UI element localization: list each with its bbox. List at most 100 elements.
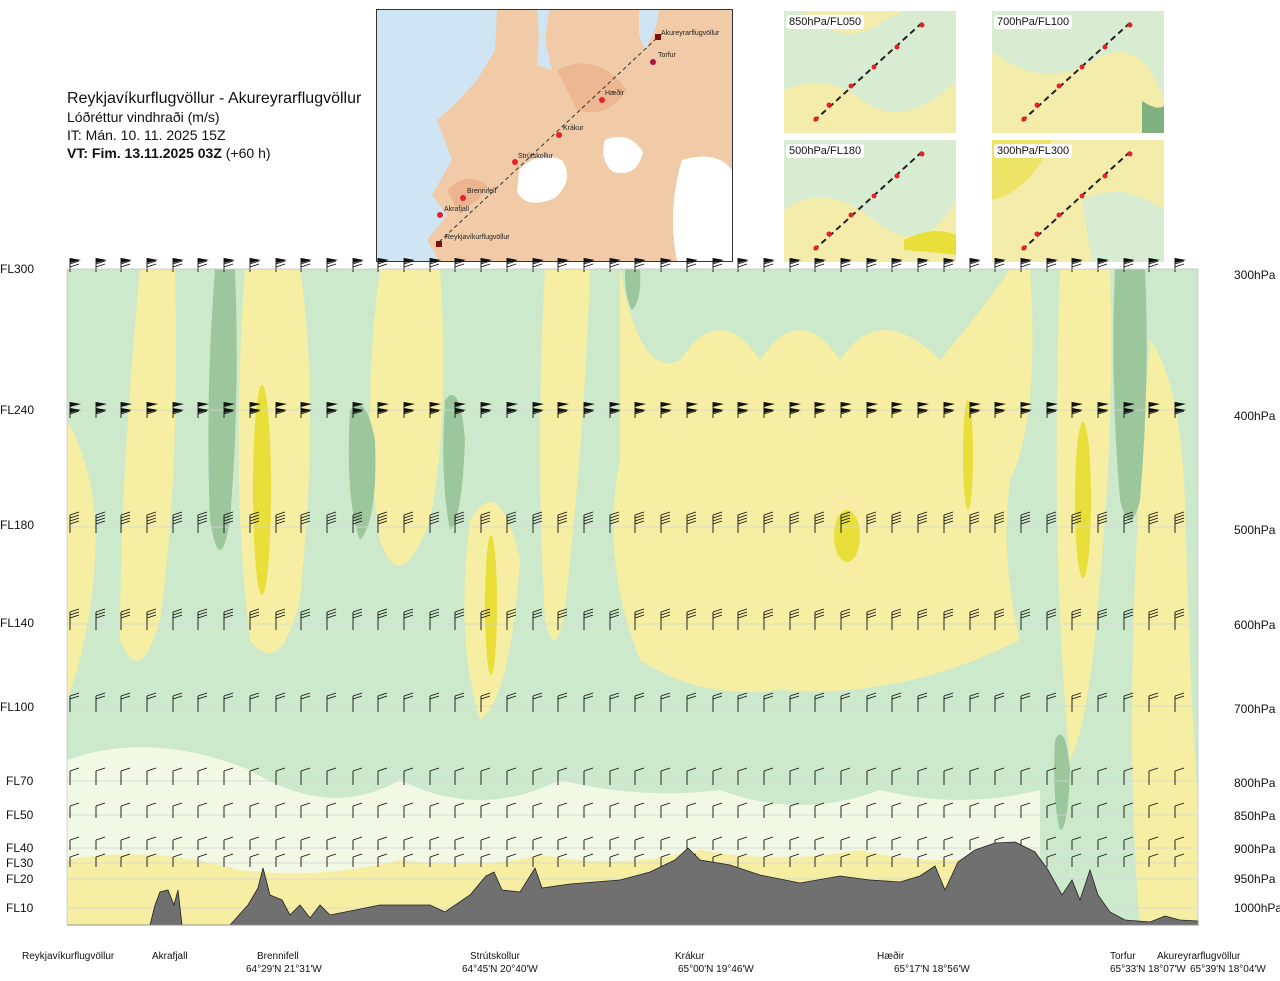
map-sea-west: [377, 10, 497, 261]
wind-barb: [583, 511, 594, 533]
wind-barb: [146, 402, 158, 418]
wind-barb: [737, 836, 748, 850]
fl-label-240: FL240: [0, 403, 35, 417]
wind-barb: [634, 853, 645, 867]
wind-barb: [763, 802, 774, 818]
wind-barb: [480, 258, 492, 272]
waypoint-coord-torfur: 65°33'N 18°07'W: [1110, 964, 1186, 975]
wind-barb: [69, 258, 81, 272]
waypoint-name-krakur: Krákur: [675, 951, 705, 962]
wind-barb: [69, 608, 80, 630]
wind-barb: [197, 767, 208, 785]
wind-barb: [1071, 767, 1082, 785]
wind-barb: [557, 853, 568, 867]
wind-barb: [609, 853, 620, 867]
wind-barb: [840, 853, 851, 867]
descent-column-6: [1054, 734, 1070, 830]
wind-barb: [197, 836, 208, 850]
map-labels: Akureyrarflugvöllur Torfur Hæðir Krákur …: [444, 30, 720, 241]
hpa-label-1000: 1000hPa: [1234, 901, 1280, 915]
wind-barb: [352, 402, 364, 418]
wind-barb: [943, 836, 954, 850]
wind-barb: [943, 767, 954, 785]
wind-barb: [917, 692, 928, 712]
wind-barb: [146, 836, 157, 850]
waypoint-name-strutskollur: Strútskollur: [470, 951, 521, 962]
map-label-akrafjall: Akrafjall: [444, 206, 469, 213]
map-label-brennifell: Brennifell: [467, 188, 497, 195]
wind-barb: [891, 511, 902, 533]
wind-barb: [275, 258, 287, 272]
wind-barb: [429, 402, 441, 418]
wind-barb: [480, 692, 491, 712]
wind-barb: [943, 692, 954, 712]
map-marker-strutskollur: [512, 159, 518, 165]
wind-barb: [403, 258, 415, 272]
wind-barb: [634, 767, 645, 785]
wind-barb: [917, 836, 928, 850]
wind-barb: [172, 853, 183, 867]
wind-barb: [1071, 511, 1082, 533]
wind-barb: [737, 692, 748, 712]
wind-barb: [583, 608, 594, 630]
lead-time: (+60 h): [225, 145, 271, 161]
wind-barb: [480, 511, 491, 533]
descent-column-2: [348, 404, 376, 540]
wind-barb: [557, 258, 569, 272]
waypoint-name-haedir: Hæðir: [877, 951, 905, 962]
map-glacier-vatnajokull: [673, 156, 732, 261]
wind-barb: [866, 258, 878, 272]
wind-barb: [300, 402, 312, 418]
fl-label-40: FL40: [6, 841, 34, 855]
wind-barb: [891, 608, 902, 630]
wind-barb: [532, 853, 543, 867]
wind-barb: [300, 258, 312, 272]
wind-barb: [1123, 802, 1134, 818]
wind-barb: [249, 258, 261, 272]
mini-map-500-svg: [784, 140, 956, 262]
wind-barb: [660, 853, 671, 867]
wind-barb: [1174, 511, 1185, 533]
chart-title-block: Reykjavíkurflugvöllur - Akureyrarflugvöl…: [67, 90, 361, 162]
wind-barb: [223, 836, 234, 850]
wind-barbs: [69, 258, 1186, 867]
wind-barb: [994, 802, 1005, 818]
map-marker-reykjavik: [436, 241, 442, 247]
wind-barb: [763, 402, 775, 418]
wind-barb: [197, 511, 208, 533]
wind-barb: [969, 402, 981, 418]
wind-barb: [197, 802, 208, 818]
wind-barb: [1174, 802, 1185, 818]
wind-barb: [917, 258, 929, 272]
wind-barb: [120, 853, 131, 867]
ascent-region-brennifell: [238, 269, 310, 654]
descent-column-3: [443, 395, 465, 530]
wind-barb: [172, 402, 184, 418]
wind-barb: [352, 853, 363, 867]
wind-barb: [969, 258, 981, 272]
wind-barb: [120, 767, 131, 785]
wind-barb: [1046, 853, 1057, 867]
wind-barb: [866, 767, 877, 785]
map-highland-2: [557, 63, 627, 113]
map-marker-krakur: [556, 132, 562, 138]
wind-barb: [172, 692, 183, 712]
wind-barb: [95, 802, 106, 818]
wind-barb: [95, 767, 106, 785]
wind-barb: [814, 258, 826, 272]
wind-barb: [866, 692, 877, 712]
wind-barb: [1046, 511, 1057, 533]
wind-barb: [891, 692, 902, 712]
mini-map-300-label: 300hPa/FL300: [994, 144, 1073, 158]
wind-barb: [994, 767, 1005, 785]
hpa-label-500: 500hPa: [1234, 523, 1276, 537]
map-label-strutskollur: Strútskollur: [518, 153, 554, 160]
wind-barb: [557, 802, 568, 818]
waypoint-coord-strutskollur: 64°45'N 20°40'W: [462, 964, 538, 975]
wind-barb: [429, 767, 440, 785]
wind-barb: [326, 608, 337, 630]
wind-barb: [686, 258, 698, 272]
wind-barb: [840, 258, 852, 272]
wind-barb: [146, 767, 157, 785]
wind-barb: [712, 836, 723, 850]
